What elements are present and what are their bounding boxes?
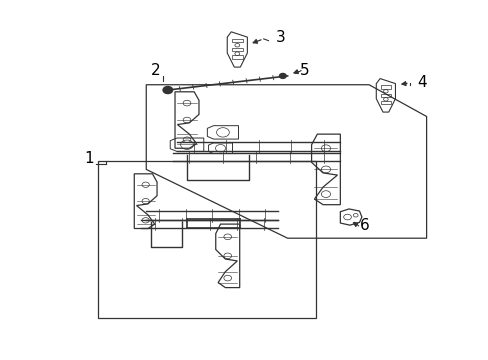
Bar [231, 39, 243, 42]
Bar [380, 85, 390, 89]
Text: 5: 5 [299, 63, 308, 78]
Bar [231, 48, 243, 51]
Text: 2: 2 [151, 63, 161, 78]
Bar [98, 161, 316, 318]
Text: 3: 3 [275, 30, 285, 45]
Text: 4: 4 [416, 76, 426, 90]
Bar [380, 94, 390, 97]
Bar [380, 101, 390, 104]
Circle shape [163, 86, 172, 94]
Text: 6: 6 [359, 219, 368, 233]
Text: 1: 1 [84, 151, 93, 166]
Bar [231, 55, 243, 59]
Circle shape [279, 73, 285, 78]
